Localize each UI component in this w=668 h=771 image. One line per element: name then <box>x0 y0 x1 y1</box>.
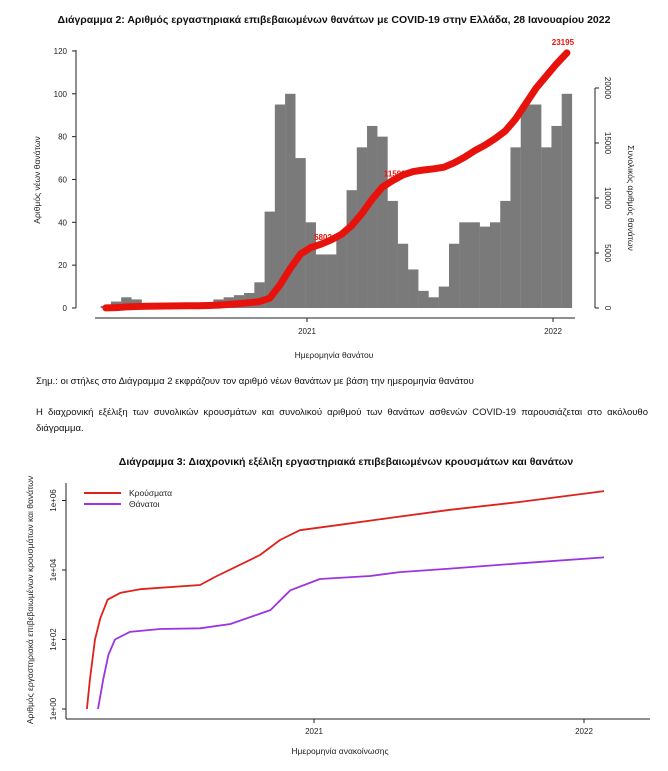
deaths-line <box>97 556 605 710</box>
y-tick-label: 80 <box>58 133 67 142</box>
bar <box>326 254 337 308</box>
cumulative-label: 11592 <box>384 169 406 178</box>
bar <box>418 290 429 308</box>
bar <box>510 147 521 308</box>
x-tick-label: 2021 <box>305 727 323 736</box>
y2-axis-label: Συνολικός αριθμός θανάτων <box>626 145 636 251</box>
x-tick-label: 2021 <box>298 327 316 336</box>
bar <box>500 200 511 308</box>
chart-3-title: Διάγραμμα 3: Διαχρονική εξέλιξη εργαστηρ… <box>119 456 574 468</box>
chart-note: Σημ.: οι στήλες στο Διάγραμμα 2 εκφράζου… <box>36 376 474 387</box>
cumulative-label: 5802 <box>314 233 332 242</box>
y-tick-label: 1e+06 <box>49 489 58 512</box>
bar <box>367 125 378 309</box>
bar <box>377 136 388 308</box>
bar <box>561 93 573 308</box>
y-tick-label: 120 <box>54 47 68 56</box>
legend-deaths-label: Θάνατοι <box>129 499 160 509</box>
bar <box>254 282 265 308</box>
y-tick-label: 1e+04 <box>49 558 58 581</box>
x-tick-label: 2022 <box>544 327 562 336</box>
x-axis-label: Ημερομηνία ανακοίνωσης <box>291 746 388 756</box>
bar <box>438 286 450 308</box>
y-tick-label: 0 <box>63 304 68 313</box>
chart-2-deaths: Διάγραμμα 2: Αριθμός εργαστηριακά επιβεβ… <box>32 14 636 360</box>
y2-tick-label: 20000 <box>603 77 612 100</box>
bar <box>346 190 357 308</box>
y2-tick-label: 10000 <box>603 187 612 210</box>
y2-tick-label: 15000 <box>603 132 612 155</box>
legend-cases-label: Κρούσματα <box>129 488 172 498</box>
bar <box>479 226 491 308</box>
bar <box>459 222 470 308</box>
y-tick-label: 1e+00 <box>49 697 58 720</box>
bar <box>469 222 480 308</box>
bar <box>408 269 419 308</box>
bar <box>530 104 542 308</box>
bar <box>541 147 552 308</box>
y-tick-label: 100 <box>54 90 68 99</box>
bar <box>520 104 532 308</box>
bar <box>428 297 439 308</box>
bar <box>285 93 296 308</box>
y2-tick-label: 5000 <box>603 244 612 262</box>
bar <box>551 125 562 309</box>
legend: Κρούσματα Θάνατοι <box>84 488 172 509</box>
y2-tick-label: 0 <box>603 306 612 311</box>
bar <box>336 233 347 308</box>
y-tick-label: 60 <box>58 175 67 184</box>
bar <box>315 254 327 308</box>
x-tick-label: 2022 <box>575 727 593 736</box>
bar <box>264 211 275 308</box>
y-tick-label: 40 <box>58 218 67 227</box>
bar <box>489 222 501 308</box>
bar <box>387 200 398 308</box>
bar <box>305 222 316 308</box>
bar <box>274 104 286 308</box>
bar <box>397 243 409 308</box>
x-axis-label: Ημερομηνία θανάτου <box>295 350 374 360</box>
cumulative-label: 23195 <box>552 38 575 47</box>
y-tick-label: 20 <box>58 261 67 270</box>
cumulative-deaths-line <box>102 49 571 312</box>
bar <box>295 158 306 308</box>
y-axis-label: Αριθμός νέων θανάτων <box>32 136 42 223</box>
y-tick-label: 1e+02 <box>49 628 58 651</box>
chart-2-title: Διάγραμμα 2: Αριθμός εργαστηριακά επιβεβ… <box>58 14 611 26</box>
cases-line <box>86 490 605 710</box>
body-paragraph: Η διαχρονική εξέλιξη των συνολικών κρουσ… <box>36 407 648 434</box>
bar <box>449 243 460 308</box>
bar <box>121 297 132 308</box>
bar <box>356 147 368 308</box>
y-axis-label: Αριθμός εργαστηριακά επιβεβαιωμένων κρου… <box>25 476 35 724</box>
